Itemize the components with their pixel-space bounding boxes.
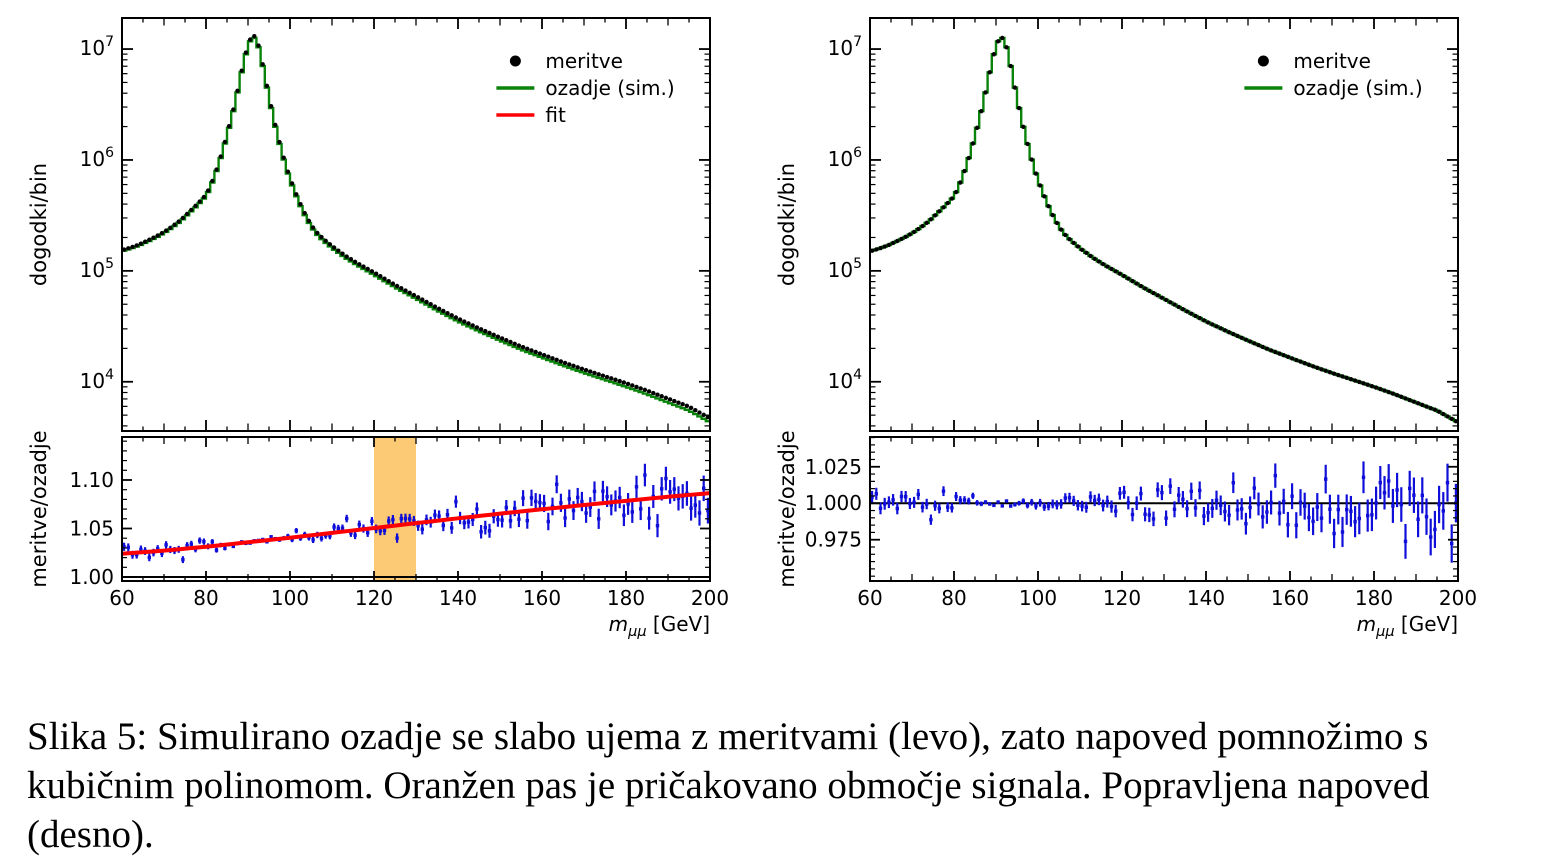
- right-plot: 104 105 106 107 dogodki/bin meritve ozadje (si…: [775, 17, 1477, 640]
- x-tick-label: 140: [1187, 586, 1225, 610]
- data-points: [869, 35, 1459, 424]
- ratio-tick-label: 1.05: [69, 517, 114, 541]
- ratio-points: [870, 461, 1458, 563]
- x-tick-label: 160: [523, 586, 561, 610]
- legend: meritve ozadje (sim.): [1244, 49, 1423, 100]
- x-tick-label: 160: [1271, 586, 1309, 610]
- left-plot: 104 105 106 107 dogodki/bin meritve ozadje (si…: [27, 17, 729, 640]
- legend-label: fit: [545, 103, 566, 127]
- ratio-tick-label: 1.10: [69, 468, 114, 492]
- x-tick-label: 120: [1103, 586, 1141, 610]
- caption-line: kubičnim polinomom. Oranžen pas je priča…: [27, 764, 1430, 807]
- main-panel: 104 105 106 107 dogodki/bin meritve ozadje (si…: [775, 17, 1459, 432]
- x-tick-label: 180: [607, 586, 645, 610]
- ratio-tick-label: 0.975: [805, 528, 862, 552]
- ratio-panel: 60 80 100 120 140 160 180 200 1.00 1.05 1.10 meritv…: [27, 430, 729, 640]
- x-tick-label: 140: [439, 586, 477, 610]
- y-tick-label: 106: [80, 145, 114, 171]
- x-axis-label: mμμ [GeV]: [1357, 612, 1458, 640]
- main-axis-ticks: [121, 18, 711, 431]
- x-tick-label: 100: [271, 586, 309, 610]
- legend-marker-dot: [1257, 55, 1269, 67]
- ratio-frame: [869, 436, 1459, 582]
- main-panel: 104 105 106 107 dogodki/bin meritve ozadje (si…: [27, 17, 711, 432]
- y-tick-label: 107: [80, 34, 114, 60]
- x-tick-label: 200: [1439, 586, 1477, 610]
- x-tick-label: 100: [1019, 586, 1057, 610]
- y-tick-label: 107: [828, 34, 862, 60]
- ratio-tick-label: 1.000: [805, 491, 862, 515]
- x-axis-label: mμμ [GeV]: [609, 612, 710, 640]
- legend: meritve ozadje (sim.) fit: [496, 49, 675, 127]
- x-tick-label: 80: [941, 586, 966, 610]
- ratio-tick-label: 1.025: [805, 455, 862, 479]
- x-tick-label: 60: [109, 586, 134, 610]
- legend-label: ozadje (sim.): [1293, 76, 1422, 100]
- x-tick-label: 80: [193, 586, 218, 610]
- main-axis-ticks: [869, 18, 1459, 431]
- ratio-tick-label: 1.00: [69, 565, 114, 589]
- y-tick-label: 104: [828, 367, 862, 393]
- figure-caption: Slika 5: Simulirano ozadje se slabo ujem…: [27, 712, 1547, 859]
- ratio-ylabel: meritve/ozadje: [775, 430, 799, 587]
- x-tick-label: 180: [1355, 586, 1393, 610]
- main-ylabel: dogodki/bin: [27, 163, 51, 286]
- ratio-panel: 60 80 100 120 140 160 180 200 0.975 1.000 1.025mer…: [775, 430, 1477, 640]
- fit-line: [121, 491, 711, 556]
- legend-label: meritve: [545, 49, 623, 73]
- ratio-axis-ticks: [869, 436, 1459, 581]
- legend-marker-dot: [509, 55, 521, 67]
- caption-line: (desno).: [27, 813, 154, 856]
- main-ylabel: dogodki/bin: [775, 163, 799, 286]
- x-tick-label: 120: [355, 586, 393, 610]
- plots-canvas: 104 105 106 107 dogodki/bin meritve ozadje (si…: [27, 17, 1477, 640]
- y-tick-label: 104: [80, 367, 114, 393]
- x-tick-label: 200: [691, 586, 729, 610]
- y-tick-label: 106: [828, 145, 862, 171]
- x-tick-label: 60: [857, 586, 882, 610]
- y-tick-label: 105: [80, 256, 114, 282]
- signal-band: [374, 437, 416, 581]
- ratio-ylabel: meritve/ozadje: [27, 430, 51, 587]
- caption-line: Slika 5: Simulirano ozadje se slabo ujem…: [27, 715, 1429, 758]
- legend-label: meritve: [1293, 49, 1371, 73]
- ratio-axis-ticks: [121, 437, 711, 581]
- data-points: [121, 34, 711, 420]
- y-tick-label: 105: [828, 256, 862, 282]
- legend-label: ozadje (sim.): [545, 76, 674, 100]
